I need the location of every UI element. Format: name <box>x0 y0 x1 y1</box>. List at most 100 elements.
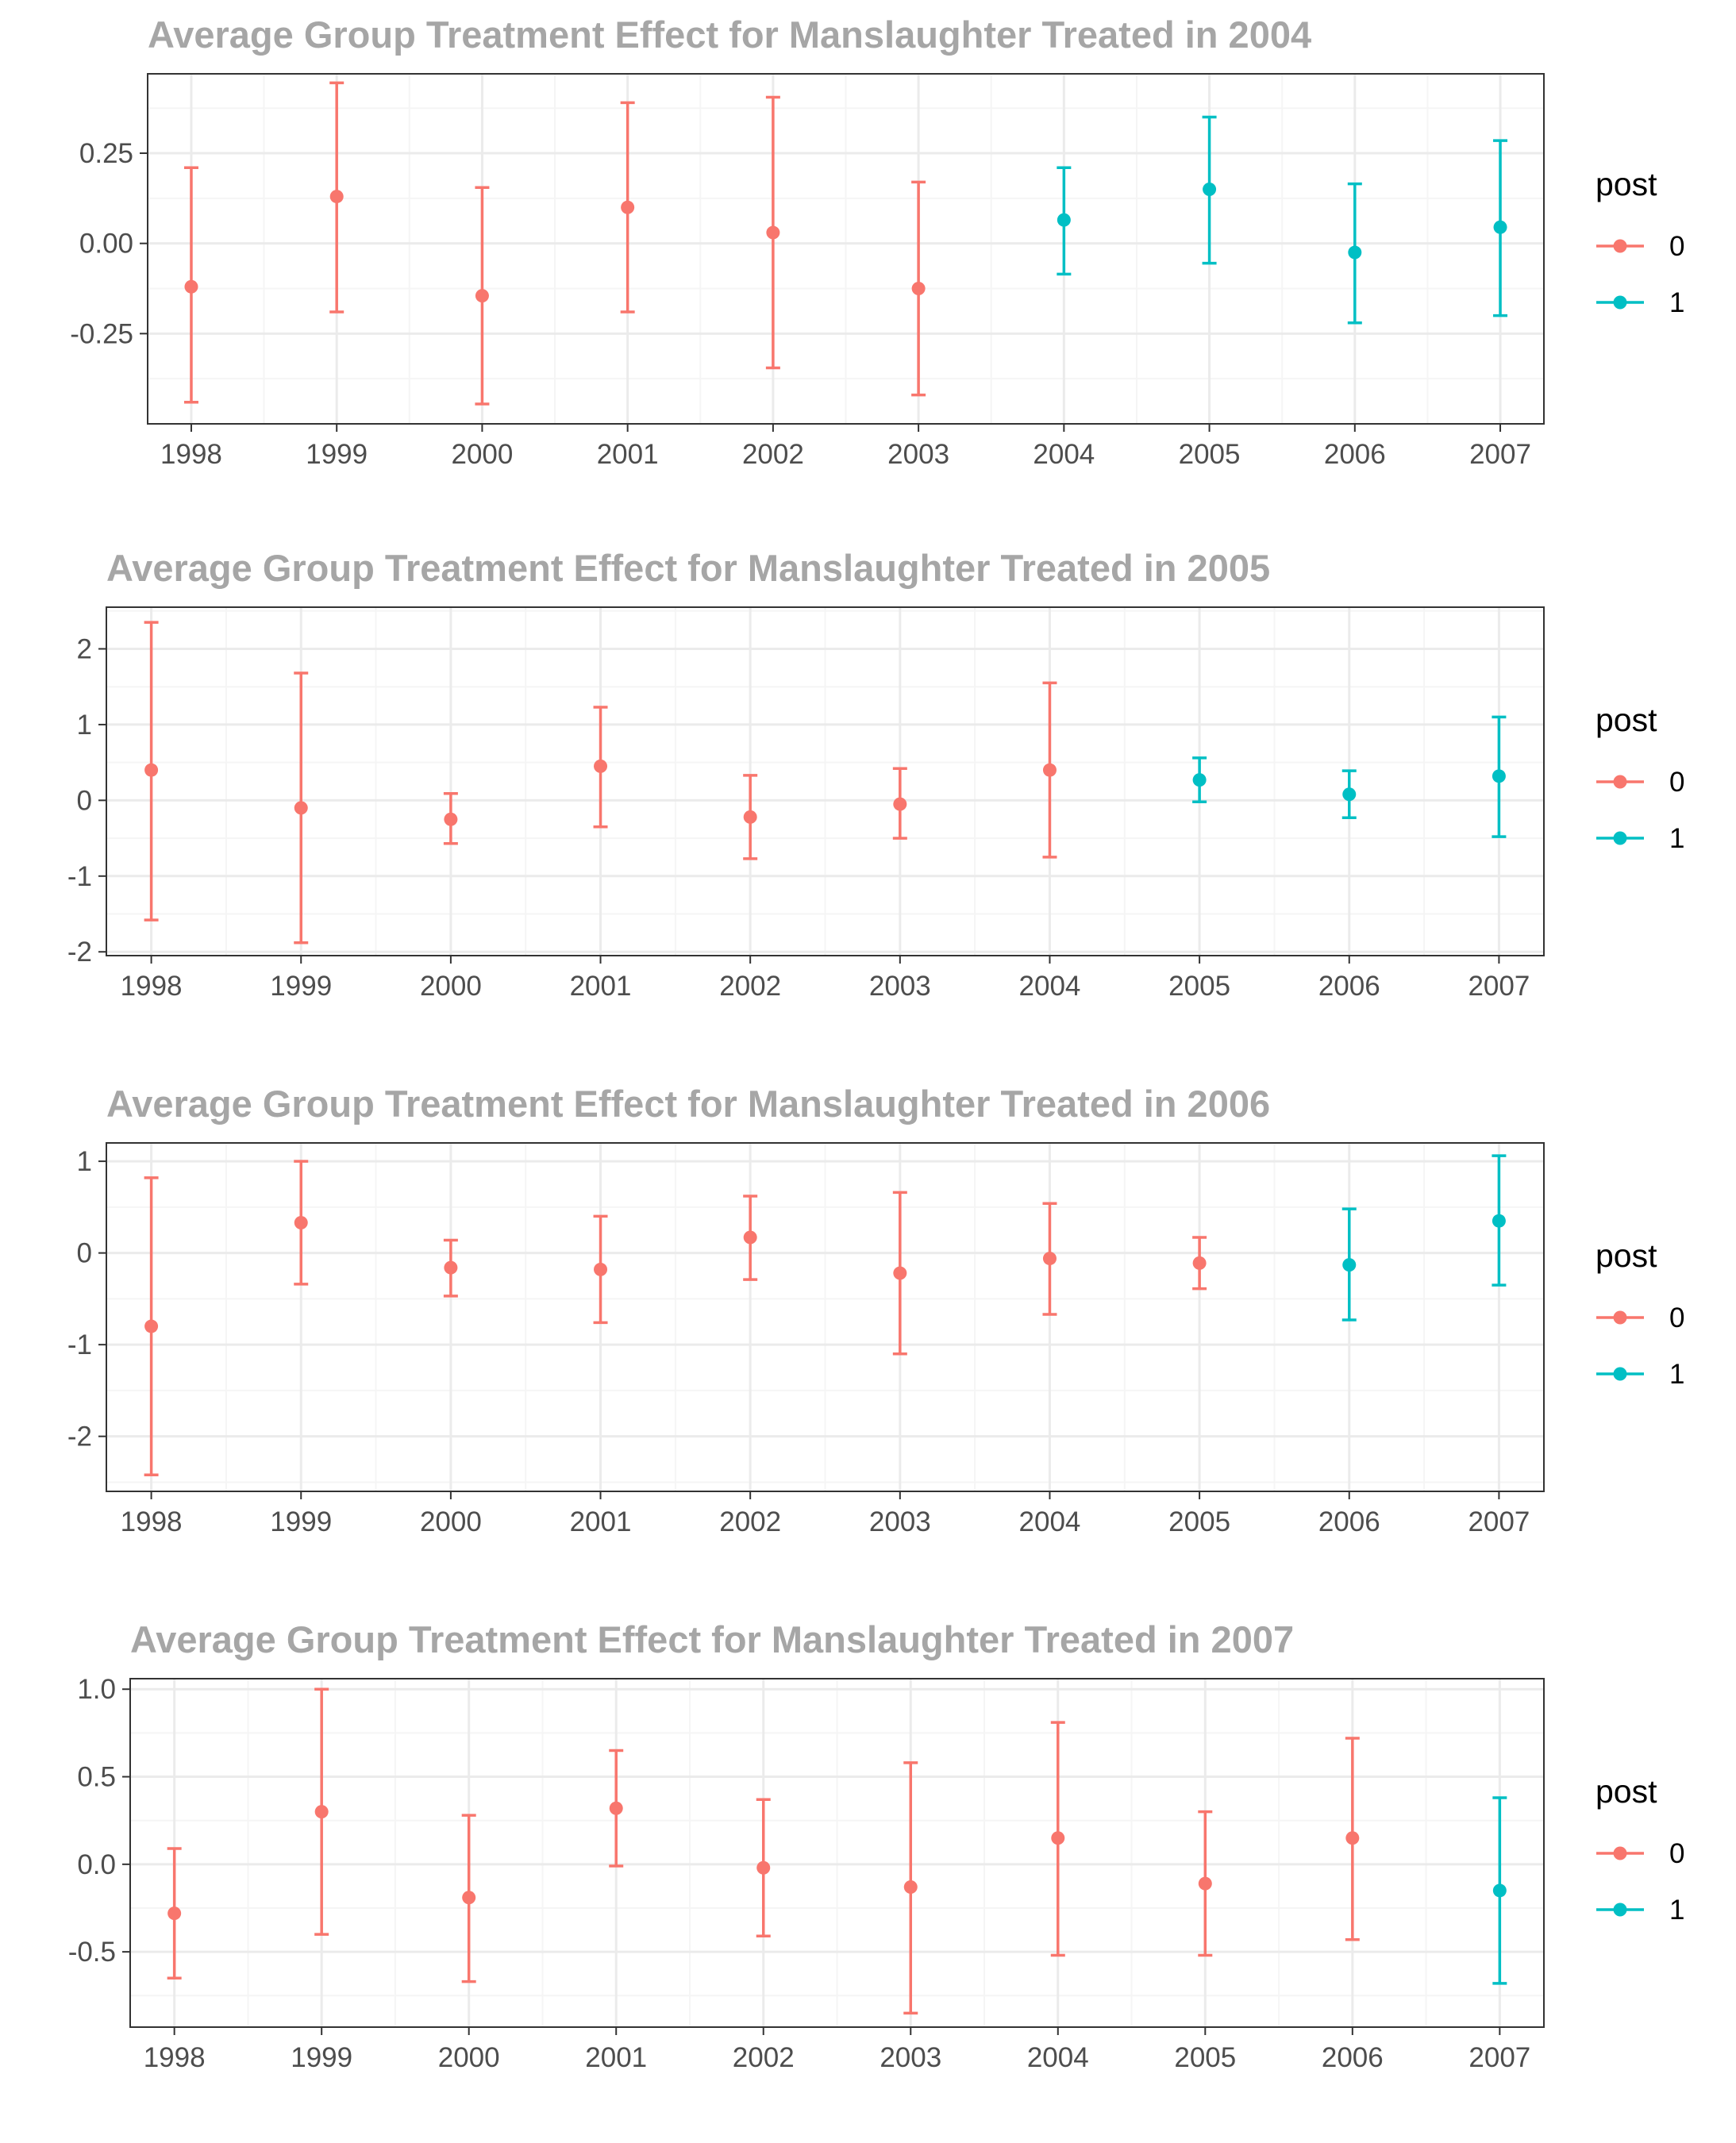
legend: post 0 1 <box>1596 1237 1684 1390</box>
x-tick-label: 2001 <box>570 971 632 1002</box>
data-point <box>1192 1256 1207 1270</box>
x-tick-label: 2006 <box>1322 2042 1384 2073</box>
error-bar-1999 <box>294 671 309 945</box>
error-bar-2004 <box>1050 1721 1065 1957</box>
x-tick-label: 2004 <box>1033 439 1095 470</box>
data-point <box>1051 1831 1065 1845</box>
y-tick-label: 0.0 <box>77 1849 116 1880</box>
y-tick-label: 0 <box>77 785 92 816</box>
data-point <box>609 1801 623 1815</box>
error-bar-2002 <box>756 1798 771 1938</box>
x-tick-label: 2005 <box>1174 2042 1236 2073</box>
error-bar-1998 <box>144 1176 159 1476</box>
data-point <box>294 801 308 815</box>
panel-border <box>147 73 1545 425</box>
data-point <box>1198 1876 1212 1891</box>
x-tick-label: 1998 <box>121 971 183 1002</box>
legend: post 0 1 <box>1596 1773 1684 1926</box>
legend-key-point <box>1613 1903 1627 1917</box>
error-bar-1998 <box>183 166 198 404</box>
panel-border <box>106 1142 1545 1492</box>
error-bar-2002 <box>743 774 758 860</box>
x-tick-label: 1998 <box>121 1506 183 1537</box>
data-point <box>1192 773 1207 787</box>
x-tick-label: 2000 <box>438 2042 500 2073</box>
data-point <box>594 1262 608 1276</box>
data-point <box>462 1891 476 1905</box>
error-bar-2001 <box>593 1214 608 1325</box>
legend-title: post <box>1596 702 1657 738</box>
data-point <box>1348 245 1362 260</box>
legend-title: post <box>1596 1773 1657 1810</box>
error-bar-2000 <box>443 792 458 845</box>
error-bar-2005 <box>1192 1236 1207 1291</box>
data-point <box>329 190 344 204</box>
legend-key-point <box>1613 239 1627 253</box>
x-tick-label: 2005 <box>1179 439 1241 470</box>
x-tick-label: 2004 <box>1019 971 1081 1002</box>
plot-2007: -0.5 0.0 0.5 1.0 1998 1999 2000 2001 2002 2003 200… <box>68 1674 1685 2073</box>
x-tick-label: 2003 <box>869 971 931 1002</box>
error-bar-2003 <box>892 767 907 840</box>
x-tick-label: 2001 <box>585 2042 647 2073</box>
data-point <box>444 1260 458 1275</box>
chart-panel-2005: Average Group Treatment Effect for Mansl… <box>0 536 1736 1072</box>
x-tick-label: 2005 <box>1168 1506 1230 1537</box>
x-tick-label: 2001 <box>597 439 659 470</box>
legend-title: post <box>1596 1237 1657 1274</box>
data-point <box>314 1805 329 1819</box>
x-tick-label: 1999 <box>306 439 368 470</box>
x-tick-label: 2006 <box>1324 439 1386 470</box>
x-tick-label: 1998 <box>144 2042 206 2073</box>
data-point <box>756 1860 771 1875</box>
error-bar-1999 <box>314 1687 329 1936</box>
x-tick-label: 2007 <box>1468 971 1530 1002</box>
plot-2004: -0.25 0.00 0.25 1998 1999 2000 2001 2002 2003 200… <box>70 73 1684 470</box>
x-tick-label: 2000 <box>451 439 513 470</box>
data-point <box>1492 1883 1507 1898</box>
error-bar-2001 <box>593 706 608 829</box>
y-tick-label: -1 <box>67 861 92 892</box>
chart-title-2004: Average Group Treatment Effect for Mansl… <box>148 13 1312 56</box>
chart-panel-2006: Average Group Treatment Effect for Mansl… <box>0 1072 1736 1607</box>
error-bar-2005 <box>1192 756 1207 804</box>
data-point <box>475 289 489 303</box>
error-bar-1998 <box>144 621 159 921</box>
y-tick-label: 0 <box>77 1238 92 1269</box>
x-tick-label: 2003 <box>880 2042 941 2073</box>
x-tick-label: 2000 <box>420 971 482 1002</box>
x-axis: 1998 1999 2000 2001 2002 2003 2004 2005 2006 2007 <box>121 956 1530 1002</box>
y-tick-label: -1 <box>67 1329 92 1360</box>
error-bar-2003 <box>911 180 926 397</box>
error-bar-2001 <box>609 1749 624 1868</box>
x-tick-label: 1998 <box>160 439 222 470</box>
grid-lines <box>130 1679 1544 2027</box>
legend-label: 0 <box>1669 231 1684 262</box>
error-bar-2004 <box>1042 681 1057 859</box>
legend-key-point <box>1613 1367 1627 1381</box>
x-tick-label: 2007 <box>1469 439 1531 470</box>
data-point <box>893 797 907 811</box>
x-tick-label: 1999 <box>291 2042 352 2073</box>
error-bar-2002 <box>765 95 780 370</box>
y-tick-label: 1 <box>77 710 92 741</box>
error-bar-2003 <box>903 1761 918 2015</box>
error-bar-2004 <box>1042 1202 1057 1316</box>
y-tick-label: -0.5 <box>68 1937 116 1968</box>
data-point <box>1042 1252 1057 1266</box>
legend-key-point <box>1613 295 1627 310</box>
y-tick-label: 1.0 <box>77 1674 116 1705</box>
y-tick-label: -2 <box>67 1422 92 1452</box>
x-tick-label: 2002 <box>719 1506 781 1537</box>
y-tick-label: -0.25 <box>70 318 133 349</box>
data-point <box>1042 763 1057 777</box>
x-axis: 1998 1999 2000 2001 2002 2003 2004 2005 2006 2007 <box>144 2027 1530 2073</box>
legend-label: 1 <box>1669 823 1684 854</box>
data-point <box>1342 787 1357 802</box>
error-bar-2007 <box>1493 139 1508 317</box>
data-point <box>167 1906 182 1921</box>
x-tick-label: 2007 <box>1468 1506 1530 1537</box>
data-point <box>294 1216 308 1230</box>
error-bar-2007 <box>1492 1154 1507 1287</box>
y-tick-label: 0.5 <box>77 1762 116 1793</box>
